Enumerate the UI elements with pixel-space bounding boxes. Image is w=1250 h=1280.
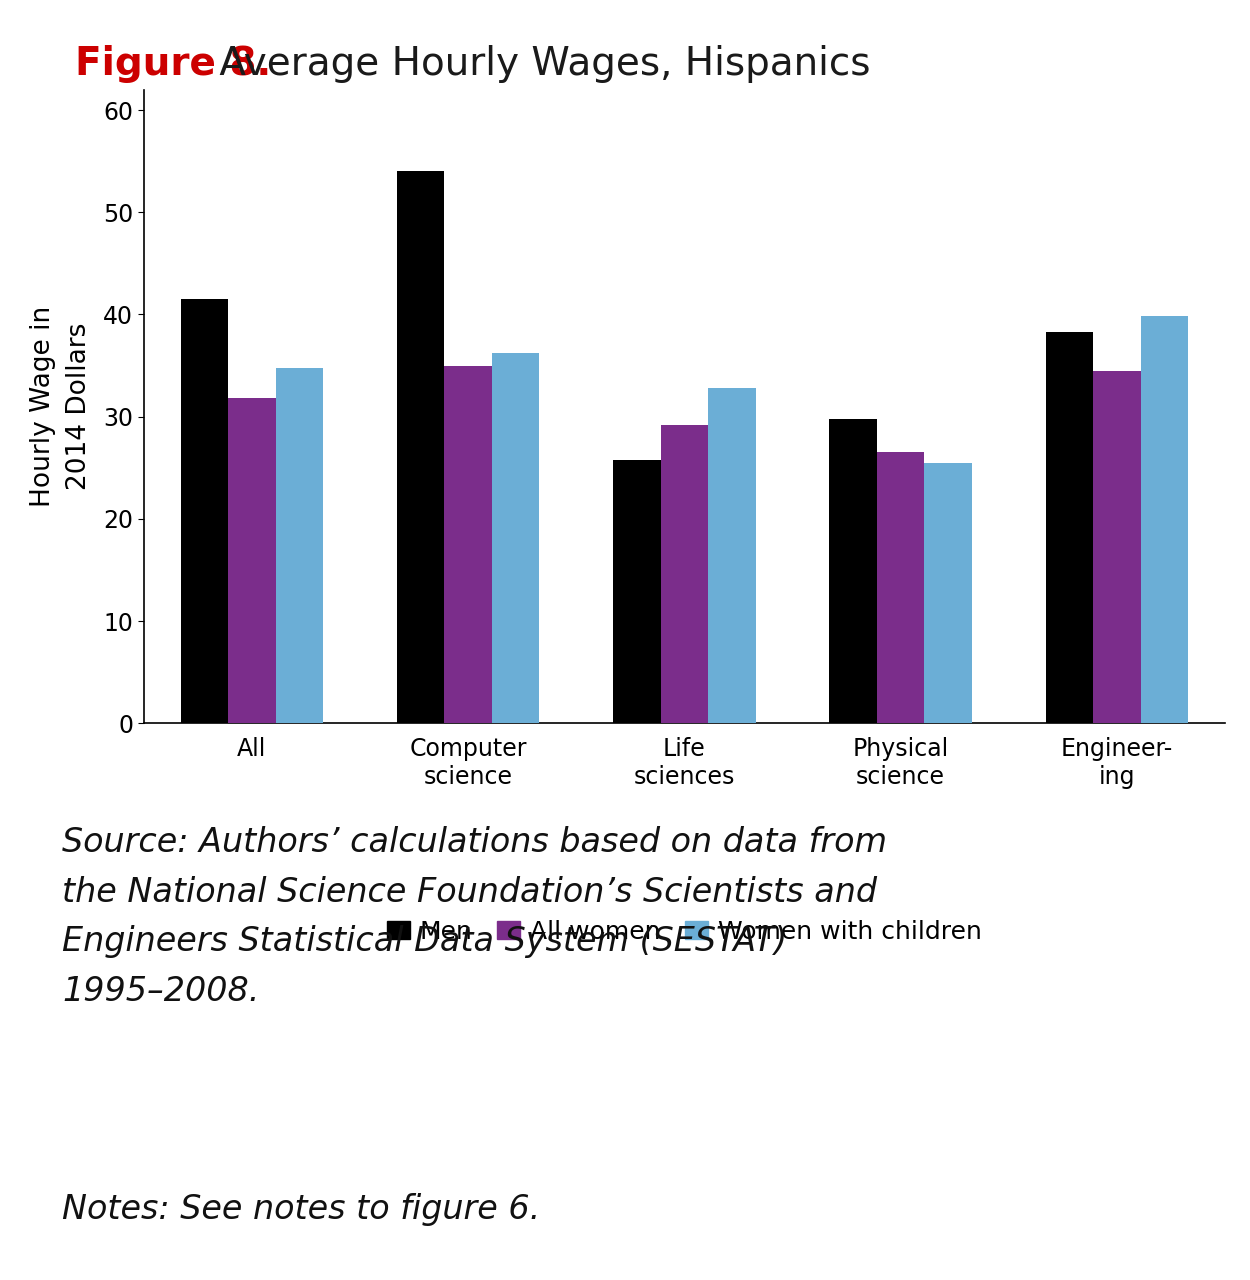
Bar [612,460,660,723]
Bar [1045,332,1092,723]
Bar [276,367,324,723]
Text: Notes: See notes to figure 6.: Notes: See notes to figure 6. [62,1193,541,1226]
Y-axis label: Hourly Wage in
2014 Dollars: Hourly Wage in 2014 Dollars [30,306,92,507]
Bar [444,366,493,723]
Bar [180,300,228,723]
Bar [228,398,276,723]
Bar [709,388,756,723]
Text: Source: Authors’ calculations based on data from
the National Science Foundation: Source: Authors’ calculations based on d… [62,826,887,1009]
Bar [1092,371,1141,723]
Legend: Men, All women, Women with children: Men, All women, Women with children [378,910,991,954]
Bar [876,452,925,723]
Bar [1141,316,1189,723]
Text: Figure 8.: Figure 8. [75,45,271,83]
Text: Average Hourly Wages, Hispanics: Average Hourly Wages, Hispanics [208,45,871,83]
Bar [925,462,972,723]
Bar [660,425,709,723]
Bar [829,419,876,723]
Bar [492,353,540,723]
Bar [396,172,444,723]
